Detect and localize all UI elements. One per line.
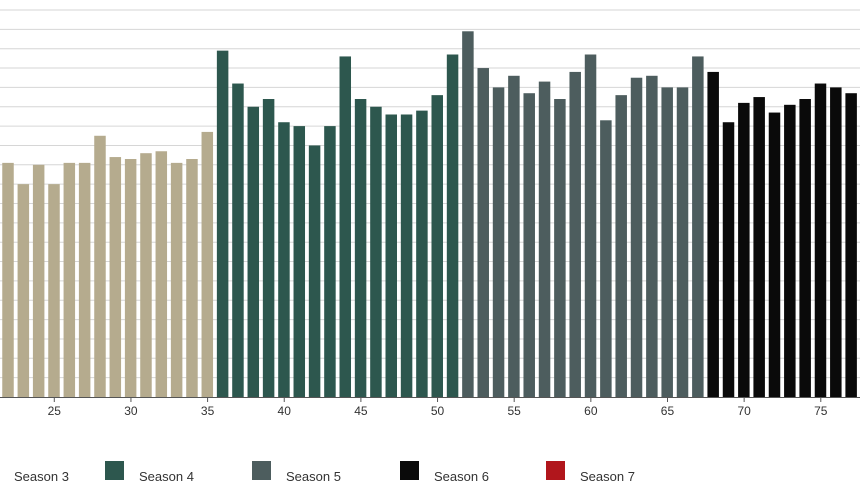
legend-swatch [105,461,124,480]
bar-episode-44 [339,56,352,397]
bar-episode-57 [538,81,551,397]
bar-episode-43 [324,126,336,397]
legend-swatch [400,461,419,480]
bar-episode-39 [262,99,275,397]
x-tick-label: 25 [48,404,62,418]
bar-episode-74 [799,99,811,397]
bar-episode-50 [431,95,443,397]
x-tick-label: 45 [354,404,368,418]
bar-episode-52 [462,31,474,397]
bar-episode-72 [768,112,781,397]
bar-episode-29 [109,157,122,397]
x-tick-label: 30 [124,404,138,418]
bar-episode-65 [661,87,673,398]
bar-episode-34 [186,159,198,397]
x-axis: 25 30 35 40 45 50 55 60 65 70 75 [48,397,828,418]
bar-episode-51 [446,54,459,397]
bar-episode-66 [676,87,689,398]
x-tick-label: 75 [814,404,828,418]
legend-label: Season 5 [286,469,341,484]
legend-label: Season 3 [14,469,69,484]
bar-episode-25 [48,184,60,397]
bar-episode-67 [692,56,704,397]
bar-episode-70 [738,102,750,397]
bar-episode-45 [354,99,367,397]
bar-episode-69 [722,122,735,397]
bar-episode-75 [814,83,827,397]
bar-episode-77 [845,93,857,398]
bar-episode-55 [508,75,520,397]
legend-label: Season 6 [434,469,489,484]
bar-episode-46 [370,106,382,397]
bar-episode-42 [308,145,321,397]
bar-episode-40 [278,122,290,397]
bar-episode-49 [416,110,428,398]
bar-episode-60 [584,54,597,397]
bar-episode-54 [492,87,505,398]
bar-episode-68 [707,71,719,398]
bar-episode-41 [293,126,306,397]
bar-episode-35 [201,131,214,397]
x-tick-label: 40 [278,404,292,418]
bar-episode-37 [232,83,244,397]
bar-episode-62 [615,95,627,397]
legend-swatch [546,461,565,480]
bar-episode-63 [630,77,643,397]
bar-episode-73 [784,104,796,397]
x-tick-label: 70 [737,404,751,418]
x-tick-label: 50 [431,404,445,418]
bar-episode-36 [216,50,229,397]
legend-label: Season 7 [580,469,635,484]
bar-episode-22 [2,162,14,397]
x-tick-label: 65 [661,404,675,418]
bar-episode-56 [523,93,535,398]
bar-episode-71 [753,97,765,397]
bar-episode-47 [385,114,397,398]
legend: Season 3 Season 4 Season 5 Season 6 Season 7 [14,461,635,484]
bar-episode-26 [63,162,76,397]
bar-episode-58 [554,99,566,397]
bar-episode-30 [124,159,137,397]
bar-episode-28 [94,135,106,397]
bar-episode-31 [140,153,152,397]
bar-episode-61 [600,120,612,397]
x-tick-label: 35 [201,404,215,418]
bars [2,31,857,398]
bar-episode-48 [400,114,413,398]
bar-episode-23 [17,184,30,397]
bar-episode-76 [830,87,842,398]
bar-episode-33 [170,162,183,397]
legend-swatch [252,461,271,480]
bar-episode-27 [78,162,91,397]
bar-episode-32 [155,151,168,397]
bar-episode-53 [477,68,489,398]
x-tick-label: 55 [508,404,522,418]
x-tick-label: 60 [584,404,598,418]
bar-episode-38 [247,106,260,397]
bar-episode-59 [569,71,581,398]
legend-label: Season 4 [139,469,194,484]
bar-episode-64 [646,75,658,397]
bar-episode-24 [32,164,45,397]
